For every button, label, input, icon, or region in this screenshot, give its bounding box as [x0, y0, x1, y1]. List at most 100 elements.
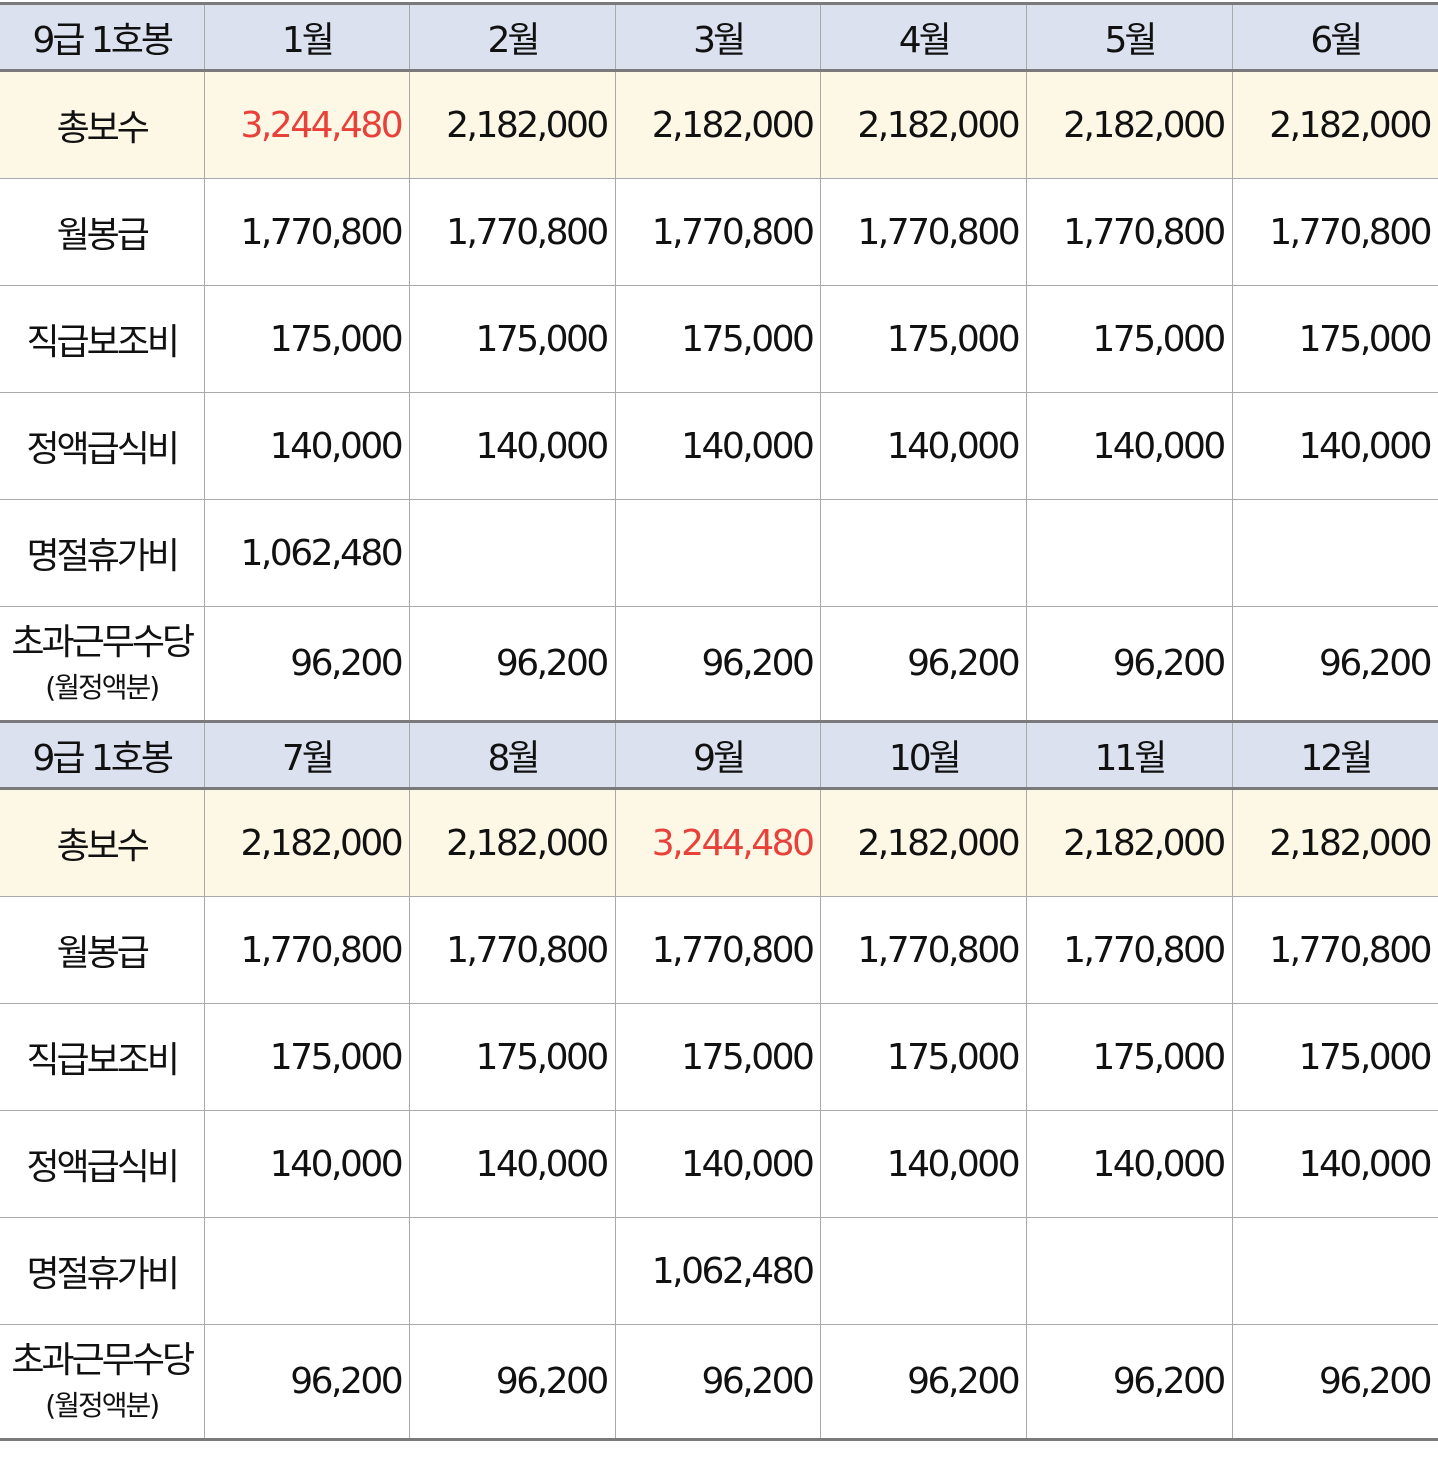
month-header: 10월	[820, 720, 1028, 790]
amount-cell	[1026, 1217, 1233, 1325]
row-label-main: 초과근무수당	[11, 621, 195, 663]
amount-cell: 175,000	[1231, 1003, 1438, 1111]
month-header: 5월	[1026, 3, 1233, 72]
amount-cell: 175,000	[409, 285, 616, 393]
amount-cell: 140,000	[409, 392, 616, 500]
amount-cell: 2,182,000	[1026, 788, 1233, 897]
amount-cell: 2,182,000	[409, 788, 616, 897]
amount-cell: 1,770,800	[1231, 896, 1438, 1004]
amount-cell: 2,182,000	[409, 70, 616, 179]
amount-cell: 140,000	[1231, 392, 1438, 500]
total-pay-row: 총보수 3,244,480 2,182,000 2,182,000 2,182,000 2…	[0, 70, 1438, 179]
amount-cell: 175,000	[1026, 285, 1233, 393]
amount-cell: 2,182,000	[1231, 70, 1438, 179]
row-label: 명절휴가비	[0, 499, 205, 607]
amount-cell: 1,770,800	[409, 178, 616, 286]
amount-cell: 96,200	[203, 1324, 411, 1440]
overtime-allowance-row: 초과근무수당 (월정액분) 96,200 96,200 96,200 96,200 96,2…	[0, 606, 1438, 722]
amount-cell	[409, 1217, 616, 1325]
amount-cell: 2,182,000	[1026, 70, 1233, 179]
amount-cell: 2,182,000	[203, 788, 411, 897]
grade-step-label: 9급 1호봉	[0, 3, 205, 72]
month-header-row: 9급 1호봉 1월 2월 3월 4월 5월 6월	[0, 3, 1438, 72]
amount-cell: 175,000	[614, 1003, 822, 1111]
amount-cell: 1,770,800	[1026, 896, 1233, 1004]
row-label: 명절휴가비	[0, 1217, 205, 1325]
grade-allowance-row: 직급보조비 175,000 175,000 175,000 175,000 175,000…	[0, 1003, 1438, 1111]
amount-cell: 175,000	[203, 1003, 411, 1111]
amount-cell: 175,000	[614, 285, 822, 393]
row-label: 초과근무수당 (월정액분)	[0, 1324, 205, 1440]
amount-cell: 1,062,480	[203, 499, 411, 607]
month-header: 4월	[820, 3, 1028, 72]
row-label-sub: (월정액분)	[45, 670, 160, 704]
meal-allowance-row: 정액급식비 140,000 140,000 140,000 140,000 140,000…	[0, 392, 1438, 500]
amount-cell: 140,000	[614, 392, 822, 500]
amount-cell: 140,000	[614, 1110, 822, 1218]
total-pay-row: 총보수 2,182,000 2,182,000 3,244,480 2,182,000 2…	[0, 788, 1438, 897]
amount-cell: 175,000	[203, 285, 411, 393]
month-header: 3월	[614, 3, 822, 72]
amount-cell: 1,770,800	[203, 896, 411, 1004]
amount-cell: 96,200	[1231, 1324, 1438, 1440]
amount-cell: 1,770,800	[820, 896, 1028, 1004]
amount-cell: 2,182,000	[614, 70, 822, 179]
amount-cell: 1,770,800	[203, 178, 411, 286]
amount-cell: 1,770,800	[1026, 178, 1233, 286]
amount-cell: 140,000	[409, 1110, 616, 1218]
row-label-main: 초과근무수당	[11, 1339, 195, 1381]
amount-cell: 1,770,800	[409, 896, 616, 1004]
amount-cell: 140,000	[203, 1110, 411, 1218]
amount-cell: 1,770,800	[820, 178, 1028, 286]
amount-cell: 1,770,800	[1231, 178, 1438, 286]
row-label: 월봉급	[0, 896, 205, 1004]
row-label: 총보수	[0, 70, 205, 179]
amount-cell: 96,200	[409, 1324, 616, 1440]
amount-cell	[820, 1217, 1028, 1325]
amount-cell: 140,000	[1026, 1110, 1233, 1218]
amount-cell: 1,770,800	[614, 896, 822, 1004]
amount-cell: 96,200	[1026, 1324, 1233, 1440]
amount-cell: 96,200	[409, 606, 616, 722]
amount-cell	[409, 499, 616, 607]
amount-cell: 96,200	[203, 606, 411, 722]
holiday-bonus-row: 명절휴가비 1,062,480	[0, 1217, 1438, 1325]
month-header: 11월	[1026, 720, 1233, 790]
row-label: 월봉급	[0, 178, 205, 286]
amount-cell: 96,200	[1026, 606, 1233, 722]
grade-allowance-row: 직급보조비 175,000 175,000 175,000 175,000 175,000…	[0, 285, 1438, 393]
row-label: 직급보조비	[0, 1003, 205, 1111]
month-header: 2월	[409, 3, 616, 72]
amount-cell: 2,182,000	[820, 788, 1028, 897]
amount-cell: 175,000	[1231, 285, 1438, 393]
amount-cell	[1231, 1217, 1438, 1325]
amount-cell: 2,182,000	[820, 70, 1028, 179]
amount-cell: 1,770,800	[614, 178, 822, 286]
amount-cell: 96,200	[614, 1324, 822, 1440]
amount-cell	[820, 499, 1028, 607]
amount-cell: 3,244,480	[614, 788, 822, 897]
amount-cell: 3,244,480	[203, 70, 411, 179]
amount-cell: 1,062,480	[614, 1217, 822, 1325]
month-header-row: 9급 1호봉 7월 8월 9월 10월 11월 12월	[0, 720, 1438, 790]
row-label: 정액급식비	[0, 1110, 205, 1218]
amount-cell	[203, 1217, 411, 1325]
amount-cell: 96,200	[820, 606, 1028, 722]
amount-cell: 2,182,000	[1231, 788, 1438, 897]
month-header: 7월	[203, 720, 411, 790]
meal-allowance-row: 정액급식비 140,000 140,000 140,000 140,000 140,000…	[0, 1110, 1438, 1218]
base-salary-row: 월봉급 1,770,800 1,770,800 1,770,800 1,770,800 1…	[0, 896, 1438, 1004]
month-header: 9월	[614, 720, 822, 790]
amount-cell: 140,000	[1026, 392, 1233, 500]
amount-cell: 96,200	[1231, 606, 1438, 722]
amount-cell: 175,000	[820, 1003, 1028, 1111]
row-label: 정액급식비	[0, 392, 205, 500]
amount-cell: 140,000	[1231, 1110, 1438, 1218]
overtime-allowance-row: 초과근무수당 (월정액분) 96,200 96,200 96,200 96,200 96,2…	[0, 1324, 1438, 1440]
amount-cell: 140,000	[203, 392, 411, 500]
month-header: 6월	[1231, 3, 1438, 72]
holiday-bonus-row: 명절휴가비 1,062,480	[0, 499, 1438, 607]
amount-cell: 96,200	[820, 1324, 1028, 1440]
row-label: 직급보조비	[0, 285, 205, 393]
